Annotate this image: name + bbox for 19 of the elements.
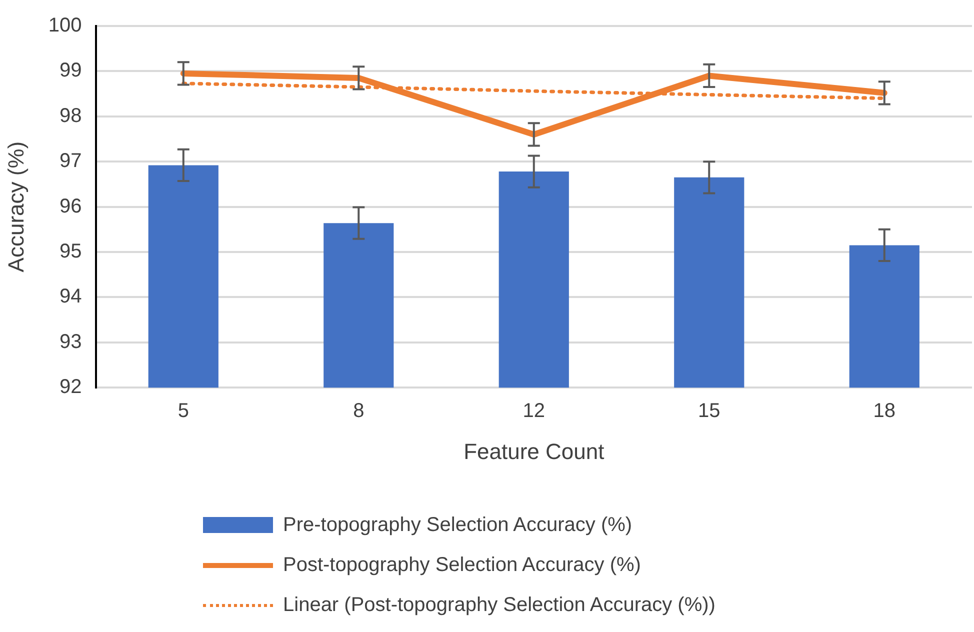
y-tick-label: 96 [60,195,82,218]
y-tick-label: 94 [60,286,82,308]
x-tick-label: 15 [698,400,720,422]
y-tick-label: 100 [48,14,82,37]
x-tick-label: 12 [522,400,546,422]
y-tick-label: 93 [60,330,82,353]
y-tick-label: 95 [60,240,82,263]
legend-label: Post-topography Selection Accuracy (%) [283,554,641,576]
legend-label: Linear (Post-topography Selection Accuracy (%)) [283,594,716,616]
x-tick-label: 18 [873,400,896,422]
x-tick-label: 8 [353,400,364,422]
y-tick-label: 92 [60,376,82,398]
y-tick-label: 99 [60,60,82,82]
legend-label: Pre-topography Selection Accuracy (%) [283,514,632,536]
y-axis-title: Accuracy (%) [3,141,28,272]
y-tick-label: 97 [60,150,82,172]
x-tick-label: 5 [178,400,189,422]
y-tick-label: 98 [60,104,82,127]
x-axis-title: Feature Count [464,438,604,464]
